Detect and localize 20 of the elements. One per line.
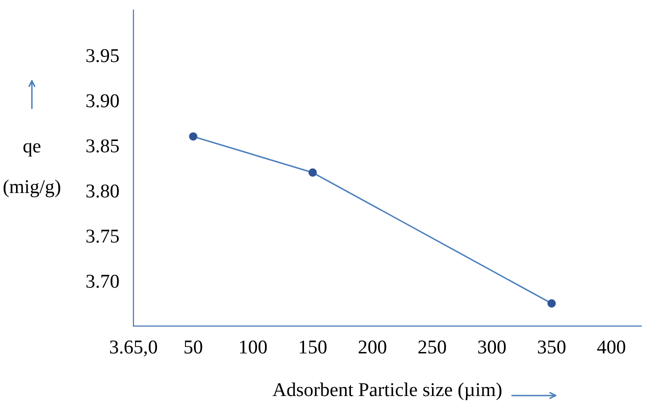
x-tick-label: 100 <box>240 340 267 354</box>
x-axis-title: Adsorbent Particle size (µim) <box>272 382 502 400</box>
y-tick-label: 3.95 <box>86 49 119 62</box>
x-tick-label: 150 <box>300 340 327 354</box>
y-tick-label: 3.75 <box>86 230 119 243</box>
point <box>189 132 198 141</box>
x-tick-label: 300 <box>478 340 506 354</box>
y-axis-title: qe (mig/g) <box>4 143 60 198</box>
x-tick-label: 50 <box>184 340 202 354</box>
y-tick-label: 3.70 <box>86 274 119 288</box>
point <box>547 299 556 308</box>
x-tick-label: 400 <box>597 340 626 354</box>
x-tick-label: 250 <box>418 340 446 354</box>
y-tick-label: 3.85 <box>86 139 119 153</box>
x-tick-label: 350 <box>538 340 566 354</box>
point <box>308 168 317 177</box>
y-tick-label: 3.80 <box>86 184 119 198</box>
x-tick-label: 3.65,0 <box>110 340 158 356</box>
x-tick-label: 200 <box>358 340 386 354</box>
y-tick-label: 3.90 <box>86 94 119 108</box>
